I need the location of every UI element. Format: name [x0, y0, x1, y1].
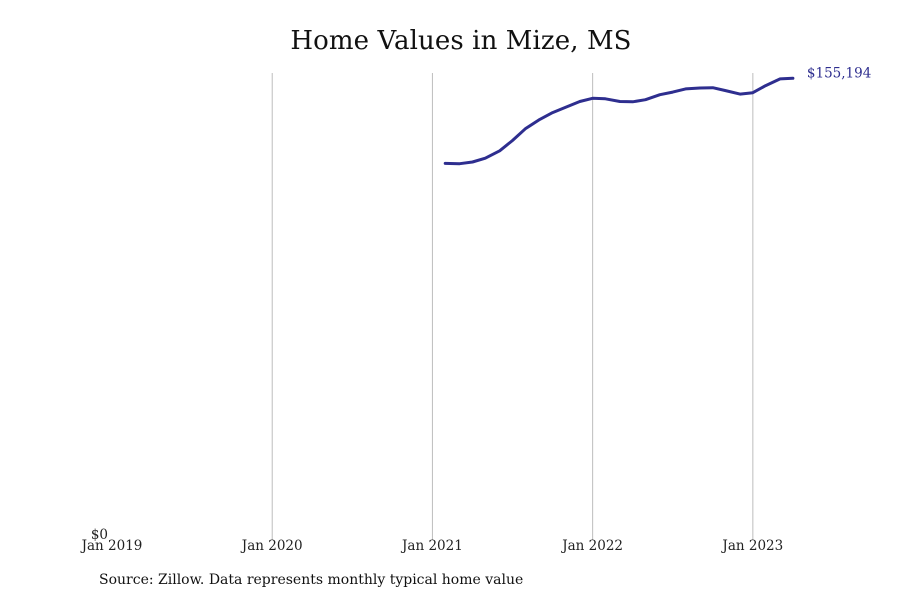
x-tick-label: Jan 2019: [80, 538, 143, 554]
x-tick-label: Jan 2021: [400, 538, 463, 554]
series-line: [443, 76, 795, 166]
source-note: Source: Zillow. Data represents monthly …: [99, 572, 524, 588]
end-value-label: $155,194: [807, 65, 871, 81]
chart-title: Home Values in Mize, MS: [290, 26, 632, 56]
x-tick-label: Jan 2020: [240, 538, 303, 554]
x-tick-label: Jan 2023: [720, 538, 783, 554]
x-tick-label: Jan 2022: [560, 538, 623, 554]
y-tick-label: $0: [91, 527, 108, 543]
